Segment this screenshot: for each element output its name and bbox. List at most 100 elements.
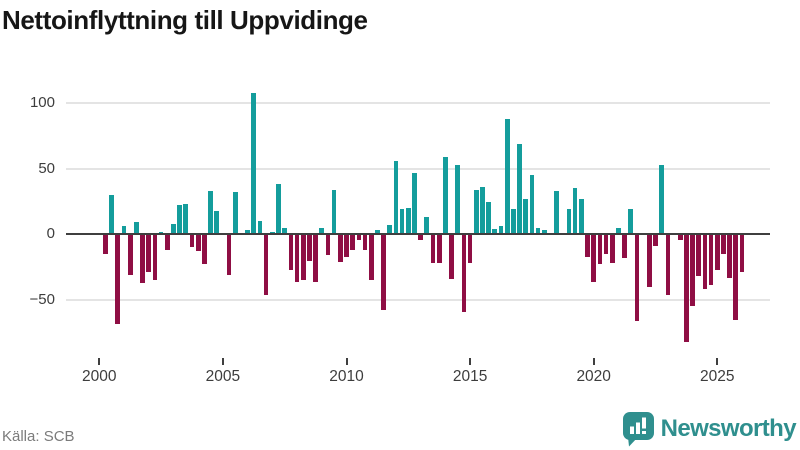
bar-2002Q3: [158, 231, 164, 235]
bar-2006Q3: [257, 221, 263, 235]
y-axis-label: 100: [29, 94, 55, 112]
x-axis-label: 2015: [452, 368, 488, 385]
bar-2012Q2: [399, 209, 405, 235]
newsworthy-wordmark: Newsworthy: [660, 415, 797, 442]
bar-2023Q1: [665, 234, 671, 295]
bar-2011Q3: [381, 234, 386, 311]
bar-2016Q1: [492, 229, 498, 235]
bar-2008Q4: [313, 234, 318, 282]
bar-2002Q4: [164, 234, 170, 251]
bar-2007Q2: [276, 184, 281, 235]
bar-2012Q4: [412, 172, 417, 235]
bar-2007Q4: [288, 234, 294, 270]
bar-2014Q4: [461, 234, 467, 312]
bar-2021Q1: [616, 227, 621, 235]
bar-2009Q1: [319, 227, 325, 235]
bar-2014Q3: [455, 164, 461, 235]
bar-2022Q2: [646, 234, 652, 287]
bar-2013Q3: [430, 234, 436, 264]
bar-2023Q3: [677, 234, 683, 240]
bar-2001Q3: [134, 222, 139, 235]
bar-2004Q4: [214, 210, 220, 235]
bar-2004Q2: [202, 234, 207, 265]
bar-2002Q2: [152, 234, 158, 281]
gridline: [66, 102, 770, 105]
bar-2024Q1: [690, 234, 695, 307]
x-axis-tick: [716, 358, 719, 365]
bar-2018Q3: [554, 191, 559, 235]
bar-2008Q1: [294, 234, 300, 282]
bar-2022Q4: [659, 164, 665, 235]
bar-2000Q3: [109, 194, 114, 235]
bar-2003Q4: [189, 234, 195, 248]
bar-2022Q3: [653, 234, 658, 247]
bar-2016Q4: [511, 209, 516, 235]
bar-2010Q1: [344, 234, 349, 257]
bar-2011Q2: [375, 230, 380, 235]
bar-2019Q4: [585, 234, 590, 257]
bar-2020Q3: [603, 234, 609, 254]
bar-2013Q2: [424, 217, 430, 235]
bar-2000Q2: [103, 234, 108, 254]
bar-2004Q3: [208, 191, 213, 235]
bar-2007Q1: [269, 231, 275, 235]
bar-2024Q3: [702, 234, 708, 290]
bar-2019Q1: [566, 209, 572, 235]
bar-2009Q2: [325, 234, 331, 256]
bar-2003Q3: [183, 204, 189, 235]
bar-2015Q4: [486, 201, 491, 235]
bar-2009Q3: [331, 189, 337, 235]
x-axis-tick: [221, 358, 224, 365]
bar-2008Q3: [307, 234, 312, 261]
bar-2006Q1: [245, 230, 250, 235]
y-axis-label: −50: [29, 290, 55, 308]
page-title: Nettoinflyttning till Uppvidinge: [2, 5, 368, 35]
bar-2006Q2: [251, 92, 257, 235]
bar-2009Q4: [337, 234, 343, 262]
x-axis-tick: [469, 358, 472, 365]
bar-2017Q1: [517, 143, 522, 235]
x-axis-tick: [98, 358, 101, 365]
bar-2019Q3: [578, 198, 584, 235]
bar-2005Q3: [232, 192, 238, 235]
zero-line: [66, 233, 770, 236]
bar-2025Q4: [733, 234, 739, 320]
y-axis-label: 50: [38, 159, 55, 177]
bar-2007Q3: [282, 227, 288, 235]
bar-2002Q1: [146, 234, 152, 273]
bar-2016Q2: [498, 226, 504, 235]
bar-2014Q2: [449, 234, 454, 279]
x-axis-tick: [592, 358, 595, 365]
bar-2020Q2: [597, 234, 603, 265]
bar-2019Q2: [572, 188, 578, 235]
newsworthy-bubble-icon: [622, 411, 654, 446]
bar-2026Q1: [739, 234, 745, 273]
bar-2016Q3: [504, 118, 510, 235]
bar-2003Q1: [171, 223, 176, 235]
bar-2015Q1: [467, 234, 473, 264]
bar-2021Q3: [628, 209, 634, 235]
bar-2015Q3: [480, 187, 485, 235]
bar-2000Q4: [115, 234, 121, 324]
bar-2024Q2: [696, 234, 702, 277]
bar-2020Q4: [609, 234, 615, 264]
gridline: [66, 167, 770, 170]
bar-2001Q4: [140, 234, 145, 283]
bar-2024Q4: [708, 234, 714, 286]
bar-2001Q1: [121, 226, 127, 235]
bar-2013Q1: [418, 234, 423, 240]
bar-2005Q2: [226, 234, 232, 275]
bar-2023Q4: [684, 234, 689, 342]
x-axis-label: 2010: [329, 368, 364, 385]
bar-2012Q3: [405, 208, 411, 235]
bar-2018Q1: [541, 230, 547, 235]
bar-2025Q1: [714, 234, 720, 270]
bar-2015Q2: [473, 189, 479, 235]
gridline: [66, 298, 770, 301]
newsworthy-logo: Newsworthy: [622, 411, 797, 447]
bar-2003Q2: [177, 205, 182, 235]
bar-2020Q1: [591, 234, 597, 282]
bar-2012Q1: [393, 160, 399, 235]
bar-2017Q4: [535, 227, 541, 235]
